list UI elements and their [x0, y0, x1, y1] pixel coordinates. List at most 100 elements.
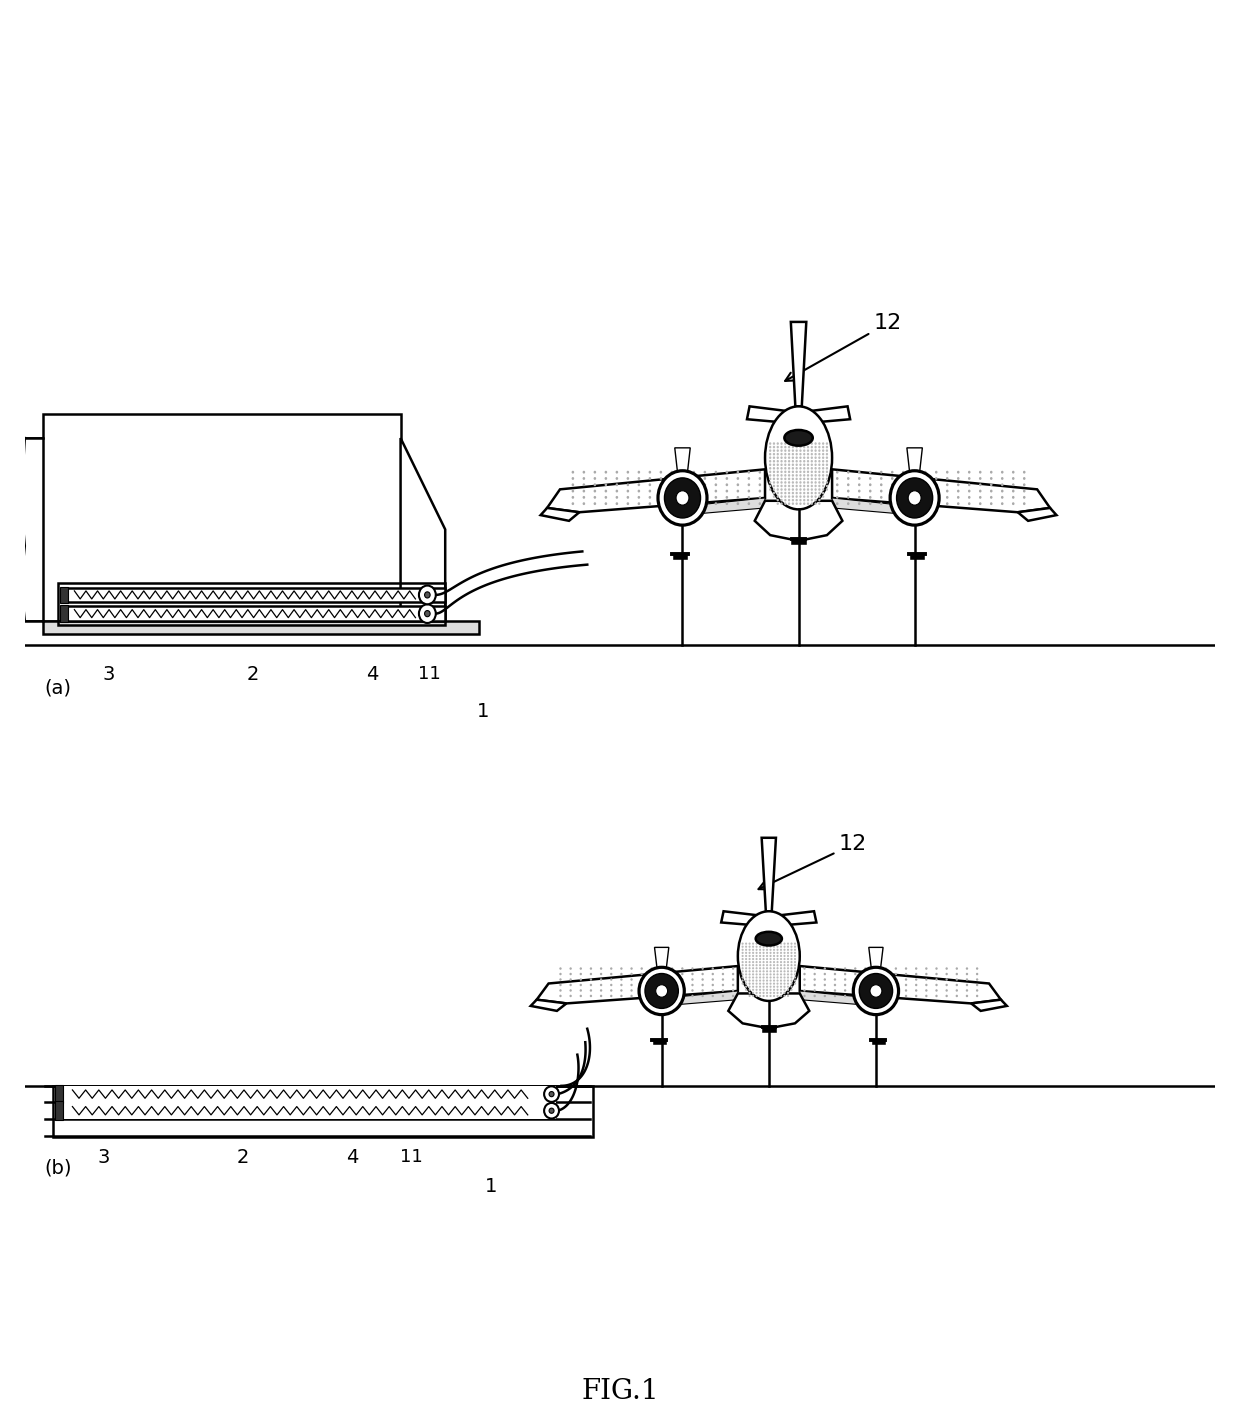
Ellipse shape	[870, 985, 882, 997]
Circle shape	[818, 499, 821, 501]
Circle shape	[858, 502, 861, 505]
Circle shape	[637, 489, 640, 492]
Circle shape	[818, 442, 821, 445]
Circle shape	[784, 960, 786, 963]
Circle shape	[671, 973, 673, 975]
Circle shape	[790, 986, 792, 987]
Circle shape	[749, 970, 750, 972]
Circle shape	[769, 464, 771, 467]
Circle shape	[702, 995, 704, 997]
Circle shape	[976, 983, 978, 986]
Circle shape	[569, 973, 572, 975]
Circle shape	[769, 485, 771, 487]
Circle shape	[759, 502, 761, 505]
Circle shape	[787, 471, 790, 474]
Circle shape	[826, 459, 828, 462]
Circle shape	[968, 502, 971, 505]
Circle shape	[770, 952, 771, 955]
Circle shape	[755, 989, 758, 990]
Circle shape	[732, 989, 734, 992]
Circle shape	[661, 989, 663, 992]
Circle shape	[776, 452, 779, 455]
Circle shape	[770, 968, 771, 969]
Circle shape	[787, 979, 789, 982]
Circle shape	[818, 450, 821, 452]
Circle shape	[615, 471, 619, 474]
Circle shape	[572, 484, 574, 487]
Circle shape	[895, 979, 897, 980]
Circle shape	[804, 442, 806, 445]
Circle shape	[807, 442, 810, 445]
Circle shape	[569, 983, 572, 986]
Circle shape	[800, 442, 801, 445]
Circle shape	[780, 979, 782, 982]
Circle shape	[905, 995, 908, 997]
Circle shape	[691, 979, 693, 980]
Circle shape	[742, 983, 744, 985]
Circle shape	[869, 477, 872, 479]
Circle shape	[796, 474, 797, 477]
Circle shape	[978, 477, 982, 479]
Circle shape	[755, 952, 758, 955]
Circle shape	[905, 979, 908, 980]
Circle shape	[796, 442, 797, 445]
Text: 1: 1	[477, 702, 490, 721]
Circle shape	[742, 968, 744, 969]
Circle shape	[780, 442, 782, 445]
Circle shape	[990, 477, 992, 479]
Circle shape	[800, 478, 801, 481]
Circle shape	[800, 488, 801, 491]
Circle shape	[804, 492, 806, 494]
Circle shape	[722, 989, 724, 992]
Circle shape	[712, 989, 714, 992]
Circle shape	[776, 955, 779, 958]
Circle shape	[776, 502, 779, 505]
Circle shape	[874, 979, 877, 980]
Circle shape	[780, 499, 782, 501]
Circle shape	[791, 450, 794, 452]
Circle shape	[630, 989, 632, 992]
Circle shape	[773, 464, 775, 467]
Circle shape	[681, 973, 683, 975]
Ellipse shape	[639, 968, 684, 1015]
Circle shape	[712, 983, 714, 986]
Circle shape	[822, 495, 825, 498]
Circle shape	[769, 474, 771, 477]
Circle shape	[935, 968, 937, 970]
Circle shape	[749, 973, 750, 976]
Circle shape	[884, 995, 887, 997]
Circle shape	[804, 474, 806, 477]
Text: 11: 11	[401, 1149, 423, 1166]
Circle shape	[794, 976, 796, 979]
Circle shape	[884, 983, 887, 986]
Circle shape	[822, 492, 825, 494]
Circle shape	[763, 976, 765, 979]
Circle shape	[745, 986, 748, 987]
Circle shape	[763, 952, 765, 955]
Circle shape	[769, 457, 771, 459]
Circle shape	[737, 489, 739, 492]
Circle shape	[990, 471, 992, 474]
Circle shape	[682, 471, 684, 474]
Circle shape	[935, 979, 937, 980]
Circle shape	[925, 983, 928, 986]
Circle shape	[913, 484, 915, 487]
Circle shape	[913, 497, 915, 499]
Circle shape	[751, 973, 754, 976]
Circle shape	[759, 973, 761, 976]
Circle shape	[791, 459, 794, 462]
Circle shape	[1023, 471, 1025, 474]
Circle shape	[811, 457, 813, 459]
Circle shape	[773, 965, 775, 966]
Circle shape	[693, 489, 696, 492]
Circle shape	[957, 484, 960, 487]
Circle shape	[784, 955, 786, 958]
Circle shape	[836, 497, 838, 499]
Circle shape	[811, 481, 813, 484]
Circle shape	[833, 983, 836, 986]
Circle shape	[847, 471, 849, 474]
Circle shape	[818, 485, 821, 487]
Circle shape	[847, 502, 849, 505]
Circle shape	[945, 968, 947, 970]
Circle shape	[691, 973, 693, 975]
